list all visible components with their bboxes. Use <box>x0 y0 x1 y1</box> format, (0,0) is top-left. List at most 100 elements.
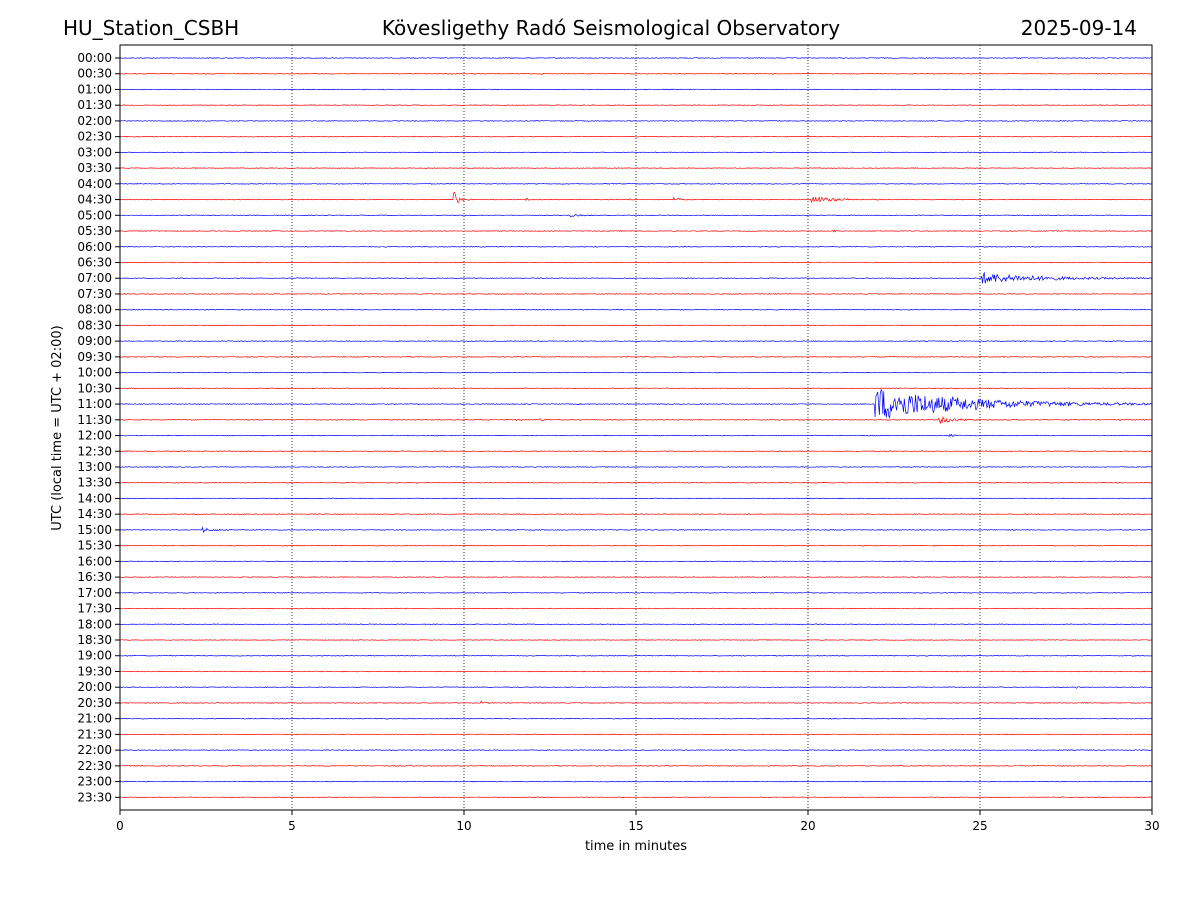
row-label: 20:30 <box>77 696 112 710</box>
x-axis-label: time in minutes <box>585 839 687 854</box>
trace-1000 <box>119 371 1153 374</box>
trace-1100 <box>119 388 1153 419</box>
trace-1230 <box>119 450 1153 453</box>
row-label: 02:00 <box>77 114 112 128</box>
row-label: 14:30 <box>77 507 112 521</box>
trace-0300 <box>119 151 1153 154</box>
row-label: 18:30 <box>77 633 112 647</box>
x-tick-label: 5 <box>288 819 296 833</box>
x-tick-label: 30 <box>1144 819 1159 833</box>
row-label: 20:00 <box>77 680 112 694</box>
trace-0530 <box>119 229 1153 233</box>
trace-0100 <box>119 88 1153 91</box>
x-tick-label: 10 <box>456 819 471 833</box>
trace-1730 <box>119 607 1153 610</box>
row-label: 06:00 <box>77 240 112 254</box>
trace-1830 <box>119 639 1152 641</box>
trace-1530 <box>119 544 1153 547</box>
row-label: 11:00 <box>77 397 112 411</box>
row-label: 05:30 <box>77 224 112 238</box>
trace-1900 <box>119 654 1153 657</box>
row-label: 05:00 <box>77 208 112 222</box>
row-label: 13:00 <box>77 460 112 474</box>
trace-0200 <box>119 120 1153 122</box>
row-label: 07:00 <box>77 271 112 285</box>
row-label: 19:00 <box>77 649 112 663</box>
trace-0700 <box>119 271 1153 284</box>
trace-0330 <box>119 167 1153 169</box>
trace-1930 <box>119 670 1153 673</box>
row-label: 08:30 <box>77 318 112 332</box>
row-label: 09:00 <box>77 334 112 348</box>
row-label: 12:30 <box>77 444 112 458</box>
trace-0730 <box>119 293 1152 295</box>
trace-0130 <box>119 104 1153 106</box>
trace-1500 <box>119 526 1153 533</box>
row-label: 16:30 <box>77 570 112 584</box>
row-label: 04:00 <box>77 177 112 191</box>
trace-0500 <box>119 213 1153 218</box>
y-axis-label: UTC (local time = UTC + 02:00) <box>50 325 65 530</box>
trace-2100 <box>120 717 1153 720</box>
trace-1200 <box>119 433 1152 438</box>
trace-0630 <box>119 261 1153 264</box>
trace-1700 <box>119 592 1153 594</box>
row-label: 09:30 <box>77 350 112 364</box>
x-tick-label: 25 <box>972 819 987 833</box>
trace-0000 <box>119 57 1153 59</box>
trace-0900 <box>119 340 1153 342</box>
row-label: 19:30 <box>77 664 112 678</box>
row-label: 15:00 <box>77 523 112 537</box>
row-label: 01:00 <box>77 82 112 96</box>
trace-1300 <box>119 466 1153 468</box>
row-label: 18:00 <box>77 617 112 631</box>
trace-0600 <box>119 245 1153 248</box>
trace-2300 <box>119 780 1153 783</box>
row-label: 17:30 <box>77 602 112 616</box>
row-label: 23:30 <box>77 790 112 804</box>
row-label: 10:30 <box>77 381 112 395</box>
chart-date: 2025-09-14 <box>1021 16 1137 40</box>
row-label: 16:00 <box>77 554 112 568</box>
trace-0030 <box>119 72 1153 75</box>
trace-1030 <box>119 387 1153 390</box>
trace-2130 <box>119 733 1153 736</box>
trace-1400 <box>120 497 1153 500</box>
x-tick-label: 20 <box>800 819 815 833</box>
trace-2200 <box>119 749 1153 751</box>
row-label: 22:30 <box>77 759 112 773</box>
row-label: 06:30 <box>77 255 112 269</box>
row-label: 15:30 <box>77 539 112 553</box>
row-label: 03:00 <box>77 145 112 159</box>
trace-0430 <box>119 191 1153 204</box>
trace-1130 <box>119 416 1153 425</box>
trace-0930 <box>119 356 1152 358</box>
trace-1600 <box>120 560 1153 563</box>
row-label: 13:30 <box>77 476 112 490</box>
station-name: HU_Station_CSBH <box>63 16 239 40</box>
trace-0830 <box>119 324 1153 327</box>
x-tick-label: 15 <box>628 819 643 833</box>
row-label: 00:30 <box>77 67 112 81</box>
row-label: 14:00 <box>77 491 112 505</box>
chart-title: Kövesligethy Radó Seismological Observat… <box>382 16 840 40</box>
trace-2030 <box>119 700 1153 704</box>
row-label: 12:00 <box>77 429 112 443</box>
x-ticks: 0 5 10 15 20 25 30 <box>116 810 1160 833</box>
row-label: 01:30 <box>77 98 112 112</box>
row-label: 17:00 <box>77 586 112 600</box>
row-label: 02:30 <box>77 130 112 144</box>
trace-0800 <box>119 308 1153 311</box>
x-tick-label: 0 <box>116 819 124 833</box>
trace-1800 <box>119 623 1152 626</box>
row-label: 00:00 <box>77 51 112 65</box>
row-label: 22:00 <box>77 743 112 757</box>
trace-1430 <box>119 513 1153 515</box>
traces <box>119 57 1153 799</box>
trace-2000 <box>119 686 1153 689</box>
row-label: 04:30 <box>77 193 112 207</box>
row-label: 10:00 <box>77 366 112 380</box>
vertical-gridlines <box>291 45 981 810</box>
